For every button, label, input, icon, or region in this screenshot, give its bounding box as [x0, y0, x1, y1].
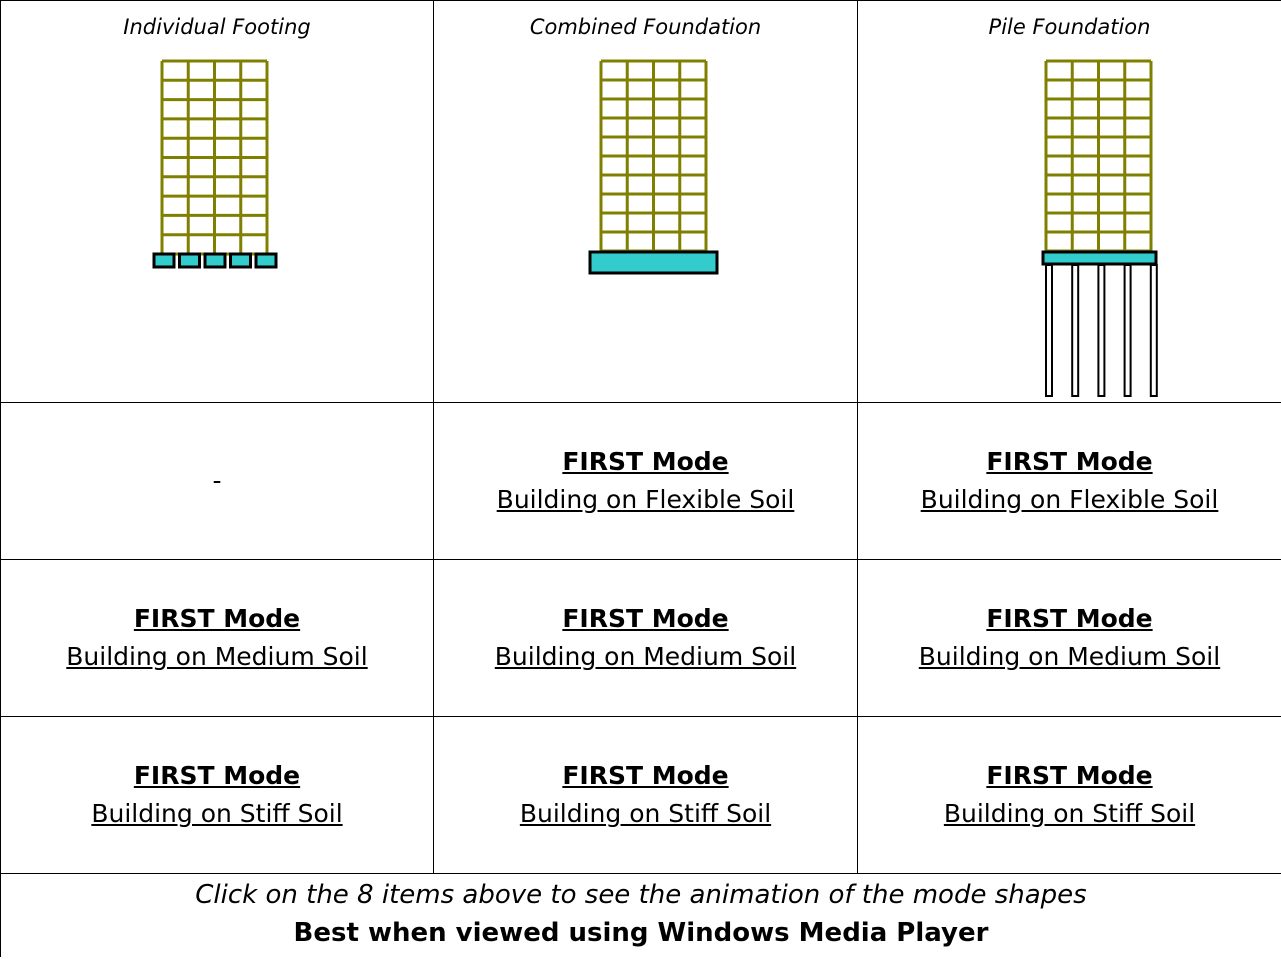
cell: FIRST Mode Building on Flexible Soil	[857, 402, 1281, 560]
cell: FIRST Mode Building on Stiff Soil	[433, 716, 858, 874]
soil-label: Building on Flexible Soil	[920, 485, 1219, 514]
cell: FIRST Mode Building on Medium Soil	[433, 559, 858, 717]
mode-title: FIRST Mode	[986, 761, 1153, 790]
row: FIRST Mode Building on Stiff Soil FIRST Mo…	[0, 716, 1281, 874]
mode-title: FIRST Mode	[986, 447, 1153, 476]
soil-label: Building on Medium Soil	[494, 642, 797, 671]
header-cell: Pile Foundation	[857, 0, 1281, 403]
row: - FIRST Mode Building on Flexible Soil FIRS…	[0, 402, 1281, 560]
soil-label: Building on Stiff Soil	[519, 799, 772, 828]
mode-title: FIRST Mode	[133, 761, 301, 790]
header-cell: Individual Footing	[0, 0, 434, 403]
header-text: Combined Foundation	[529, 15, 762, 39]
cell: FIRST Mode Building on Stiff Soil	[0, 716, 434, 874]
header-cell: Combined Foundation	[433, 0, 858, 403]
header-row: Individual Footing Combined Foundation P…	[0, 0, 1281, 403]
header-text: Pile Foundation	[988, 15, 1151, 39]
mode-title: FIRST Mode	[986, 604, 1153, 633]
header-text: Individual Footing	[123, 15, 311, 39]
cell: FIRST Mode Building on Medium Soil	[857, 559, 1281, 717]
cell: FIRST Mode Building on Flexible Soil	[433, 402, 858, 560]
soil-label: Building on Medium Soil	[66, 642, 368, 671]
soil-label: Building on Medium Soil	[918, 642, 1221, 671]
row: FIRST Mode Building on Medium Soil FIRST M…	[0, 559, 1281, 717]
cell: FIRST Mode Building on Stiff Soil	[857, 716, 1281, 874]
mode-link[interactable]: FIRST Mode Building on Flexible Soil	[921, 447, 1219, 514]
mode-title: FIRST Mode	[562, 447, 729, 476]
mode-link[interactable]: FIRST Mode Building on Stiff Soil	[944, 761, 1195, 828]
mode-link[interactable]: FIRST Mode Building on Stiff Soil	[91, 761, 342, 828]
mode-link[interactable]: FIRST Mode Building on Medium Soil	[495, 604, 796, 671]
mode-link[interactable]: FIRST Mode Building on Flexible Soil	[497, 447, 795, 514]
mode-link[interactable]: FIRST Mode Building on Medium Soil	[919, 604, 1220, 671]
mode-title: FIRST Mode	[562, 761, 729, 790]
soil-label: Building on Flexible Soil	[496, 485, 795, 514]
footer-row: Click on the 8 items above to see the an…	[0, 873, 1281, 957]
mode-title: FIRST Mode	[133, 604, 301, 633]
footer-note: Click on the 8 items above to see the an…	[195, 880, 1087, 910]
footer-cell: Click on the 8 items above to see the an…	[0, 873, 1281, 957]
soil-label: Building on Stiff Soil	[943, 799, 1196, 828]
soil-label: Building on Stiff Soil	[91, 799, 343, 828]
mode-link[interactable]: FIRST Mode Building on Medium Soil	[66, 604, 367, 671]
cell: FIRST Mode Building on Medium Soil	[0, 559, 434, 717]
cell: -	[0, 402, 434, 560]
footer-tip: Best when viewed using Windows Media Pla…	[293, 918, 989, 948]
mode-link[interactable]: FIRST Mode Building on Stiff Soil	[520, 761, 771, 828]
mode-title: FIRST Mode	[562, 604, 729, 633]
empty-mark: -	[212, 466, 222, 495]
